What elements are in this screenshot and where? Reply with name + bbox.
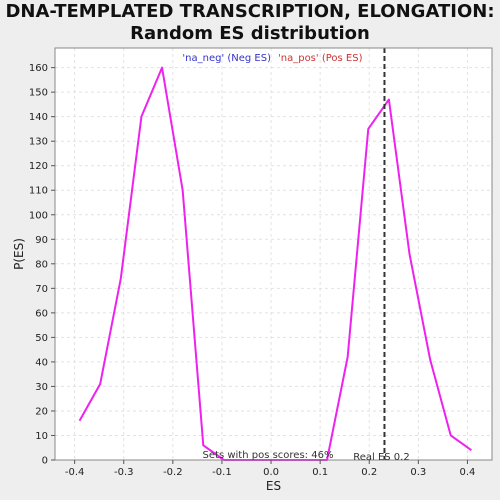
plot-border (54, 47, 493, 461)
y-tick-label: 100 (29, 210, 48, 221)
chart-title: DNA-TEMPLATED TRANSCRIPTION, ELONGATION:… (0, 1, 500, 45)
x-tick-label: -0.3 (114, 467, 134, 478)
y-tick-label: 130 (29, 137, 48, 148)
y-tick-label: 40 (35, 357, 48, 368)
legend-pos-es: 'na_pos' (Pos ES) (278, 53, 363, 64)
y-tick-label: 70 (35, 284, 48, 295)
plot-area (55, 48, 492, 460)
y-tick-label: 110 (29, 186, 48, 197)
y-tick-label: 30 (35, 382, 48, 393)
y-tick-label: 90 (35, 235, 48, 246)
y-tick-label: 20 (35, 406, 48, 417)
chart-title-line-2: Random ES distribution (130, 23, 370, 44)
legend-neg-es: 'na_neg' (Neg ES) (182, 53, 271, 64)
y-tick-label: 120 (29, 161, 48, 172)
x-tick-label: -0.1 (212, 467, 232, 478)
y-axis-label: P(ES) (12, 238, 26, 270)
real-es-annotation: Real ES 0.2 (353, 452, 409, 463)
x-tick-label: -0.2 (163, 467, 183, 478)
y-tick-label: 60 (35, 308, 48, 319)
y-tick-label: 150 (29, 88, 48, 99)
y-tick-label: 10 (35, 431, 48, 442)
chart-title-line-1: DNA-TEMPLATED TRANSCRIPTION, ELONGATION: (5, 1, 495, 22)
y-axis: 0 10 20 30 40 50 60 70 80 90 100 110 120 130 140 150 160 (29, 63, 55, 467)
x-tick-label: 0.3 (410, 467, 426, 478)
y-tick-label: 80 (35, 259, 48, 270)
x-tick-label: 0.1 (312, 467, 328, 478)
pos-scores-annotation: Sets with pos scores: 46% (203, 450, 334, 461)
y-tick-label: 50 (35, 333, 48, 344)
x-tick-label: 0.4 (459, 467, 475, 478)
x-tick-label: -0.4 (65, 467, 85, 478)
x-tick-label: 0.2 (361, 467, 377, 478)
y-tick-label: 0 (42, 456, 48, 467)
x-axis-label: ES (266, 479, 281, 493)
y-tick-label: 140 (29, 112, 48, 123)
y-tick-label: 160 (29, 63, 48, 74)
x-axis: -0.4 -0.3 -0.2 -0.1 0.0 0.1 0.2 0.3 0.4 (65, 460, 475, 478)
x-tick-label: 0.0 (263, 467, 279, 478)
